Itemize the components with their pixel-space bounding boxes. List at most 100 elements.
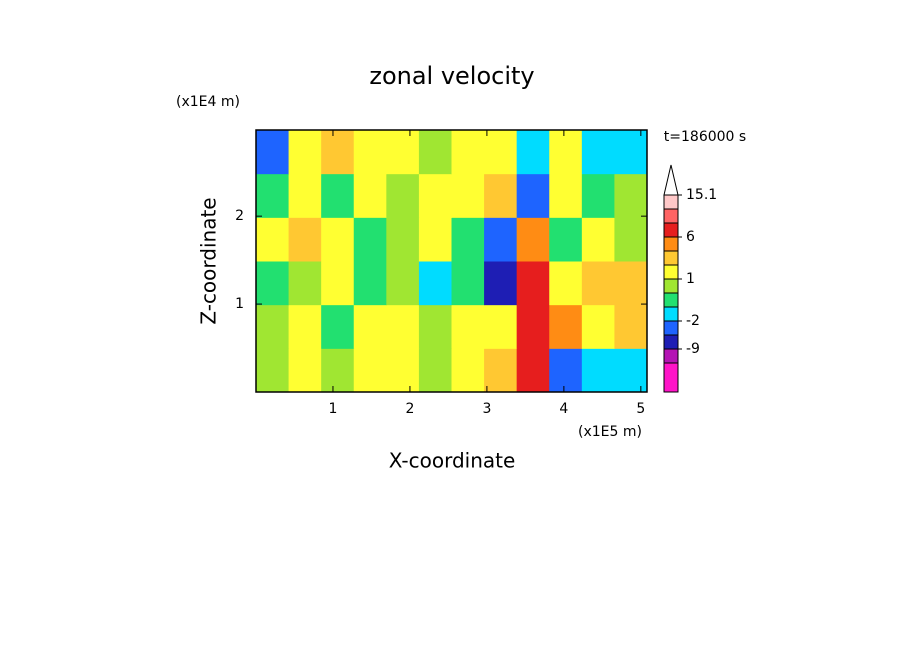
contour-cell	[386, 261, 420, 306]
contour-cell	[418, 217, 452, 262]
contour-cell	[484, 173, 518, 218]
x-tick-label: 2	[405, 401, 414, 417]
x-tick-label: 4	[559, 401, 568, 417]
contour-cell	[516, 348, 550, 393]
contour-cell	[353, 217, 387, 262]
x-unit: (x1E5 m)	[578, 424, 642, 440]
colorbar-tick-label: 6	[686, 229, 695, 245]
contour-cell	[321, 304, 355, 349]
contour-cell	[614, 348, 648, 393]
contour-cell	[451, 261, 485, 306]
y-tick-label: 1	[235, 296, 244, 312]
time-label: t=186000 s	[664, 129, 746, 145]
chart-title: zonal velocity	[369, 62, 534, 90]
contour-cell	[451, 217, 485, 262]
contour-cell	[288, 173, 322, 218]
contour-cell	[418, 348, 452, 393]
colorbar-tick-label: 15.1	[686, 187, 717, 203]
colorbar-segment	[663, 250, 679, 266]
contour-cell	[321, 348, 355, 393]
contour-cell	[581, 261, 615, 306]
colorbar-tick-label: -9	[686, 341, 700, 357]
contour-cell	[614, 173, 648, 218]
contour-cell	[484, 130, 518, 175]
contour-cell	[256, 304, 290, 349]
contour-cell	[549, 304, 583, 349]
colorbar-segment	[663, 264, 679, 280]
colorbar-segment	[663, 194, 679, 210]
contour-cell	[386, 130, 420, 175]
contour-cell	[614, 304, 648, 349]
contour-cell	[549, 261, 583, 306]
contour-cell	[451, 173, 485, 218]
contour-cell	[288, 130, 322, 175]
contour-cell	[581, 173, 615, 218]
colorbar-segment	[663, 334, 679, 350]
colorbar-segment	[663, 292, 679, 308]
contour-cell	[418, 130, 452, 175]
contour-cell	[451, 348, 485, 393]
contour-cell	[581, 217, 615, 262]
colorbar-segment	[663, 222, 679, 238]
contour-cell	[581, 348, 615, 393]
contour-cell	[614, 261, 648, 306]
contour-cell	[484, 261, 518, 306]
contour-cell	[451, 130, 485, 175]
contour-cell	[549, 173, 583, 218]
contour-cell	[321, 261, 355, 306]
contour-cell	[353, 173, 387, 218]
contour-cell	[516, 217, 550, 262]
contour-cell	[256, 261, 290, 306]
contour-cell	[288, 348, 322, 393]
contour-cell	[516, 261, 550, 306]
x-axis-title: X-coordinate	[389, 449, 516, 473]
contour-cell	[321, 130, 355, 175]
y-tick-label: 2	[235, 208, 244, 224]
contour-cell	[256, 217, 290, 262]
contour-cell	[353, 261, 387, 306]
contour-cell	[386, 304, 420, 349]
contour-cell	[549, 217, 583, 262]
contour-cell	[288, 261, 322, 306]
contour-cell	[484, 217, 518, 262]
x-tick-label: 5	[636, 401, 645, 417]
contour-cell	[484, 304, 518, 349]
colorbar-tick-label: 1	[686, 271, 695, 287]
colorbar-segment	[663, 306, 679, 322]
colorbar-tick-label: -2	[686, 313, 700, 329]
contour-cell	[353, 348, 387, 393]
contour-cell	[614, 130, 648, 175]
colorbar-segment	[663, 208, 679, 224]
contour-cell	[256, 130, 290, 175]
contour-cell	[256, 173, 290, 218]
y-unit: (x1E4 m)	[176, 94, 240, 110]
colorbar-segment	[663, 236, 679, 252]
contour-cell	[288, 304, 322, 349]
contour-cell	[288, 217, 322, 262]
contour-cell	[516, 304, 550, 349]
contour-cell	[484, 348, 518, 393]
contour-cell	[614, 217, 648, 262]
contour-cell	[418, 304, 452, 349]
y-axis-title: Z-coordinate	[197, 197, 221, 324]
colorbar-segment	[663, 320, 679, 336]
x-tick-label: 1	[329, 401, 338, 417]
contour-cell	[581, 304, 615, 349]
contour-cell	[256, 348, 290, 393]
plot-frame	[255, 129, 648, 393]
contour-cell	[321, 173, 355, 218]
contour-cell	[516, 173, 550, 218]
colorbar-segment	[663, 348, 679, 364]
contour-cell	[516, 130, 550, 175]
contour-cell	[418, 173, 452, 218]
colorbar-extension	[663, 164, 679, 196]
contour-cell	[549, 348, 583, 393]
colorbar-segment	[663, 362, 679, 393]
contour-cell	[386, 217, 420, 262]
contour-cell	[581, 130, 615, 175]
x-tick-label: 3	[482, 401, 491, 417]
contour-cell	[353, 304, 387, 349]
contour-cell	[321, 217, 355, 262]
colorbar-segment	[663, 278, 679, 294]
